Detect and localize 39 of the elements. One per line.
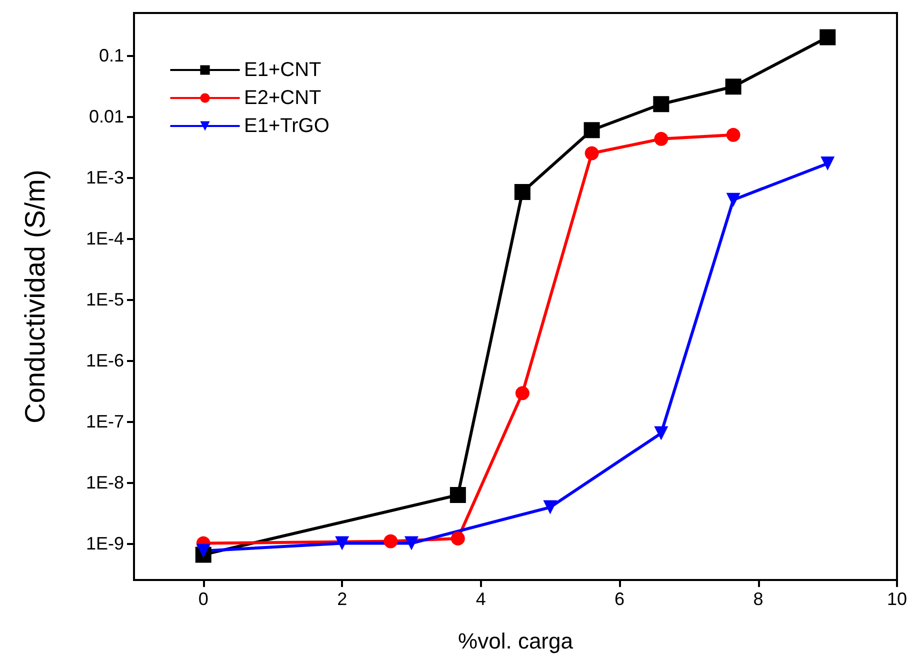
point xyxy=(450,486,466,503)
point xyxy=(196,544,210,558)
y-tick-label: 1E-8 xyxy=(86,472,124,492)
x-tick-label: 4 xyxy=(476,589,486,609)
point xyxy=(384,534,398,548)
point xyxy=(514,184,530,200)
point xyxy=(515,386,530,400)
y-tick-label: 1E-4 xyxy=(86,228,124,248)
point xyxy=(450,531,465,546)
legend-label: E2+CNT xyxy=(244,87,322,109)
legend-label: E1+TrGO xyxy=(244,115,330,137)
legend-label: E1+CNT xyxy=(244,59,322,81)
point xyxy=(725,78,742,95)
point xyxy=(820,156,835,170)
y-tick-label: 1E-5 xyxy=(86,289,124,310)
y-tick-label: 1E-3 xyxy=(86,168,124,188)
point xyxy=(726,128,740,142)
point xyxy=(653,96,670,112)
y-tick-label: 0.1 xyxy=(98,46,124,66)
x-tick-label: 0 xyxy=(198,589,208,609)
point xyxy=(404,536,418,550)
y-tick-label: 1E-6 xyxy=(86,350,124,370)
x-tick-label: 2 xyxy=(337,589,348,609)
point xyxy=(584,122,600,138)
point xyxy=(654,132,668,146)
x-tick-label: 8 xyxy=(753,589,764,609)
point xyxy=(584,146,599,160)
point xyxy=(335,536,350,550)
y-tick-label: 1E-7 xyxy=(86,411,124,432)
point xyxy=(654,426,668,440)
y-axis-title: Conductividad (S/m) xyxy=(20,170,50,424)
y-tick-label: 1E-9 xyxy=(86,533,124,554)
x-axis-title: %vol. carga xyxy=(458,628,574,654)
point xyxy=(726,192,740,207)
y-tick-label: 0.01 xyxy=(88,106,124,127)
x-tick-label: 10 xyxy=(886,589,908,609)
x-tick-label: 6 xyxy=(614,589,625,609)
point xyxy=(820,29,836,46)
point xyxy=(543,500,558,514)
